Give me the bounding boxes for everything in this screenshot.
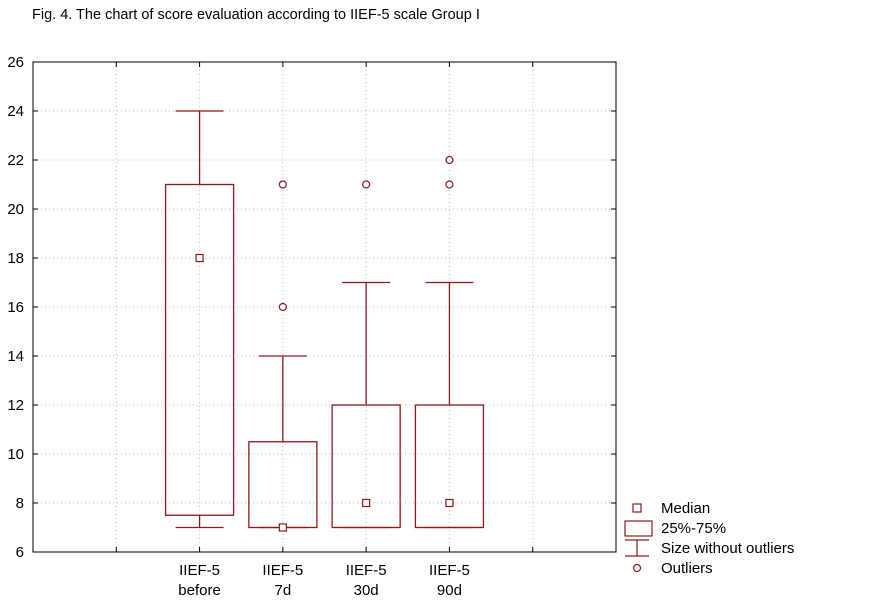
- x-tick-label: IIEF-5: [262, 562, 303, 579]
- y-tick-label: 26: [7, 54, 24, 71]
- median-marker: [362, 498, 371, 508]
- outlier-point: [445, 180, 454, 189]
- y-tick-label: 8: [16, 495, 24, 512]
- legend-label: Median: [661, 500, 710, 517]
- y-tick-label: 6: [16, 544, 24, 561]
- y-tick-label: 18: [7, 250, 24, 267]
- y-tick-label: 20: [7, 201, 24, 218]
- outlier-point: [362, 180, 371, 189]
- legend-label: 25%-75%: [661, 520, 726, 537]
- legend-median-swatch: [632, 503, 642, 513]
- x-tick-label: IIEF-5: [179, 562, 220, 579]
- x-tick-label: 90d: [437, 582, 462, 599]
- x-tick-label: IIEF-5: [346, 562, 387, 579]
- y-tick-label: 16: [7, 299, 24, 316]
- y-tick-label: 22: [7, 152, 24, 169]
- x-tick-label: 30d: [354, 582, 379, 599]
- iqr-box: [414, 404, 485, 529]
- x-tick-label: IIEF-5: [429, 562, 470, 579]
- x-tick-label: 7d: [275, 582, 292, 599]
- iqr-box: [164, 183, 235, 516]
- x-tick-label: before: [178, 582, 221, 599]
- y-tick-label: 24: [7, 103, 24, 120]
- median-marker: [195, 253, 204, 263]
- y-tick-label: 12: [7, 397, 24, 414]
- legend-label: Outliers: [661, 560, 713, 577]
- chart-title: Fig. 4. The chart of score evaluation ac…: [32, 7, 480, 23]
- legend-box-swatch: [624, 520, 653, 537]
- outlier-point: [278, 180, 287, 189]
- median-marker: [445, 498, 454, 508]
- iqr-box: [331, 404, 401, 529]
- legend-label: Size without outliers: [661, 540, 794, 557]
- outlier-point: [278, 302, 287, 312]
- y-tick-label: 14: [7, 348, 24, 365]
- y-tick-label: 10: [7, 446, 24, 463]
- median-marker: [278, 523, 287, 532]
- legend-outlier-swatch: [632, 563, 642, 573]
- outlier-point: [445, 155, 454, 165]
- plot-frame: [32, 61, 617, 553]
